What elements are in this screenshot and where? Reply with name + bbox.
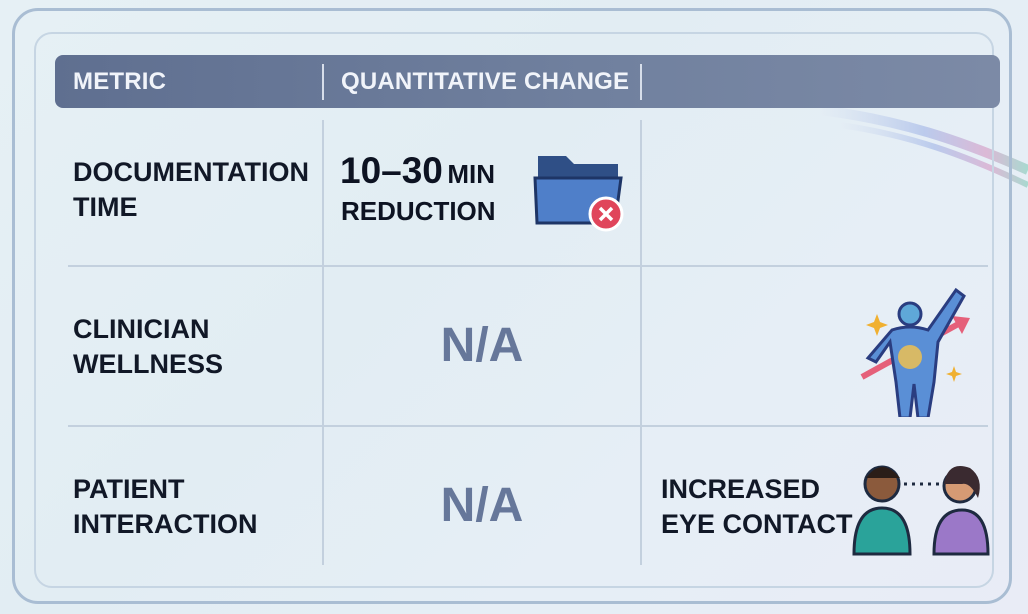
header-cell: QUANTITATIVE CHANGE: [341, 68, 630, 95]
column-divider: [322, 120, 324, 565]
change-unit: MIN: [447, 159, 496, 189]
metric-line: INTERACTION: [73, 509, 258, 539]
qualitative-line: INCREASED: [661, 474, 821, 504]
wellness-icon: [860, 287, 970, 417]
change-note: REDUCTION: [341, 196, 496, 226]
header-cell: METRIC: [73, 68, 167, 95]
change-value: N/A: [440, 479, 524, 532]
metric-line: PATIENT: [73, 474, 185, 504]
metric-label: PATIENT INTERACTION: [73, 472, 258, 542]
row-divider: [68, 425, 988, 427]
metric-line: DOCUMENTATION: [73, 157, 309, 187]
metric-line: CLINICIAN: [73, 314, 210, 344]
change-value: N/A: [440, 319, 524, 372]
qualitative-line: EYE CONTACT: [661, 509, 853, 539]
column-divider: [640, 120, 642, 565]
eye-contact-icon: [852, 465, 990, 556]
metric-label: DOCUMENTATION TIME: [73, 155, 309, 225]
metric-line: WELLNESS: [73, 349, 224, 379]
header-divider: [322, 64, 324, 100]
header-bar: [55, 55, 1000, 108]
qualitative-label: INCREASED EYE CONTACT: [661, 472, 853, 542]
metric-label: CLINICIAN WELLNESS: [73, 312, 223, 382]
change-figure: 10–30: [340, 150, 443, 191]
change-value: 10–30 MIN: [340, 150, 495, 192]
metric-line: TIME: [73, 192, 138, 222]
header-divider: [640, 64, 642, 100]
outer-frame: [12, 8, 1012, 604]
row-divider: [68, 265, 988, 267]
inner-frame: [34, 32, 994, 588]
folder-icon: [533, 156, 624, 232]
